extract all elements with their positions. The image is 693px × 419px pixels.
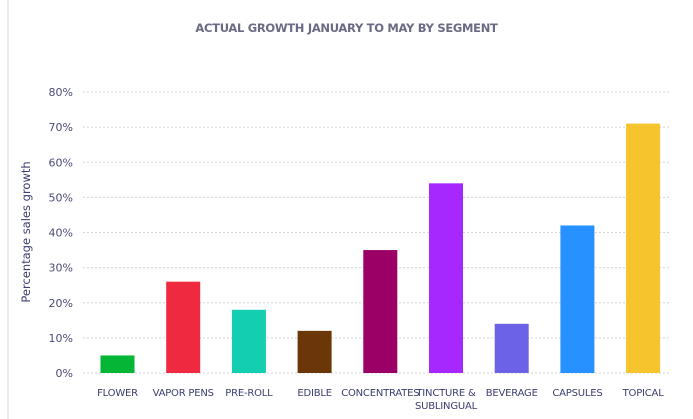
bar-capsules: [560, 225, 595, 373]
x-tick-label: TOPICAL: [622, 388, 665, 399]
x-tick-label: EDIBLE: [297, 388, 332, 399]
y-tick-label: 30%: [49, 262, 73, 275]
x-tick-label: CAPSULES: [552, 388, 602, 399]
bar-tincture-sublingual: [429, 183, 463, 373]
y-tick-label: 50%: [49, 191, 73, 204]
bar-beverage: [494, 323, 529, 373]
y-tick-label: 80%: [49, 86, 73, 99]
y-tick-label: 10%: [49, 332, 73, 345]
x-tick-label: FLOWER: [97, 388, 138, 399]
y-axis-label: Percentage sales growth: [19, 161, 33, 302]
x-tick-label: VAPOR PENS: [153, 388, 214, 399]
bar-flower: [100, 355, 135, 373]
chart-title: ACTUAL GROWTH JANUARY TO MAY BY SEGMENT: [195, 21, 498, 35]
x-tick-label: BEVERAGE: [486, 388, 538, 399]
x-tick-label: PRE-ROLL: [225, 388, 273, 399]
bar-concentrates: [363, 250, 398, 373]
bar-topical: [626, 123, 661, 373]
x-tick-label: TINCTURE &: [415, 388, 476, 399]
y-tick-label: 60%: [49, 156, 73, 169]
y-axis-ticks: 0% 10% 20% 30% 40% 50% 60% 70% 80%: [49, 86, 73, 380]
bars: [100, 123, 661, 373]
x-tick-label: SUBLINGUAL: [415, 401, 478, 412]
x-tick-label: CONCENTRATES: [341, 388, 419, 399]
y-tick-label: 70%: [49, 121, 73, 134]
x-axis-labels: FLOWER VAPOR PENS PRE-ROLL EDIBLE CONCENTRAT…: [97, 388, 664, 412]
bar-edible: [297, 330, 332, 373]
bar-vapor-pens: [166, 281, 201, 373]
left-border-line: [7, 0, 9, 419]
bar-pre-roll: [231, 309, 266, 373]
y-tick-label: 0%: [56, 367, 73, 380]
y-tick-label: 20%: [49, 297, 73, 310]
y-tick-label: 40%: [49, 227, 73, 240]
